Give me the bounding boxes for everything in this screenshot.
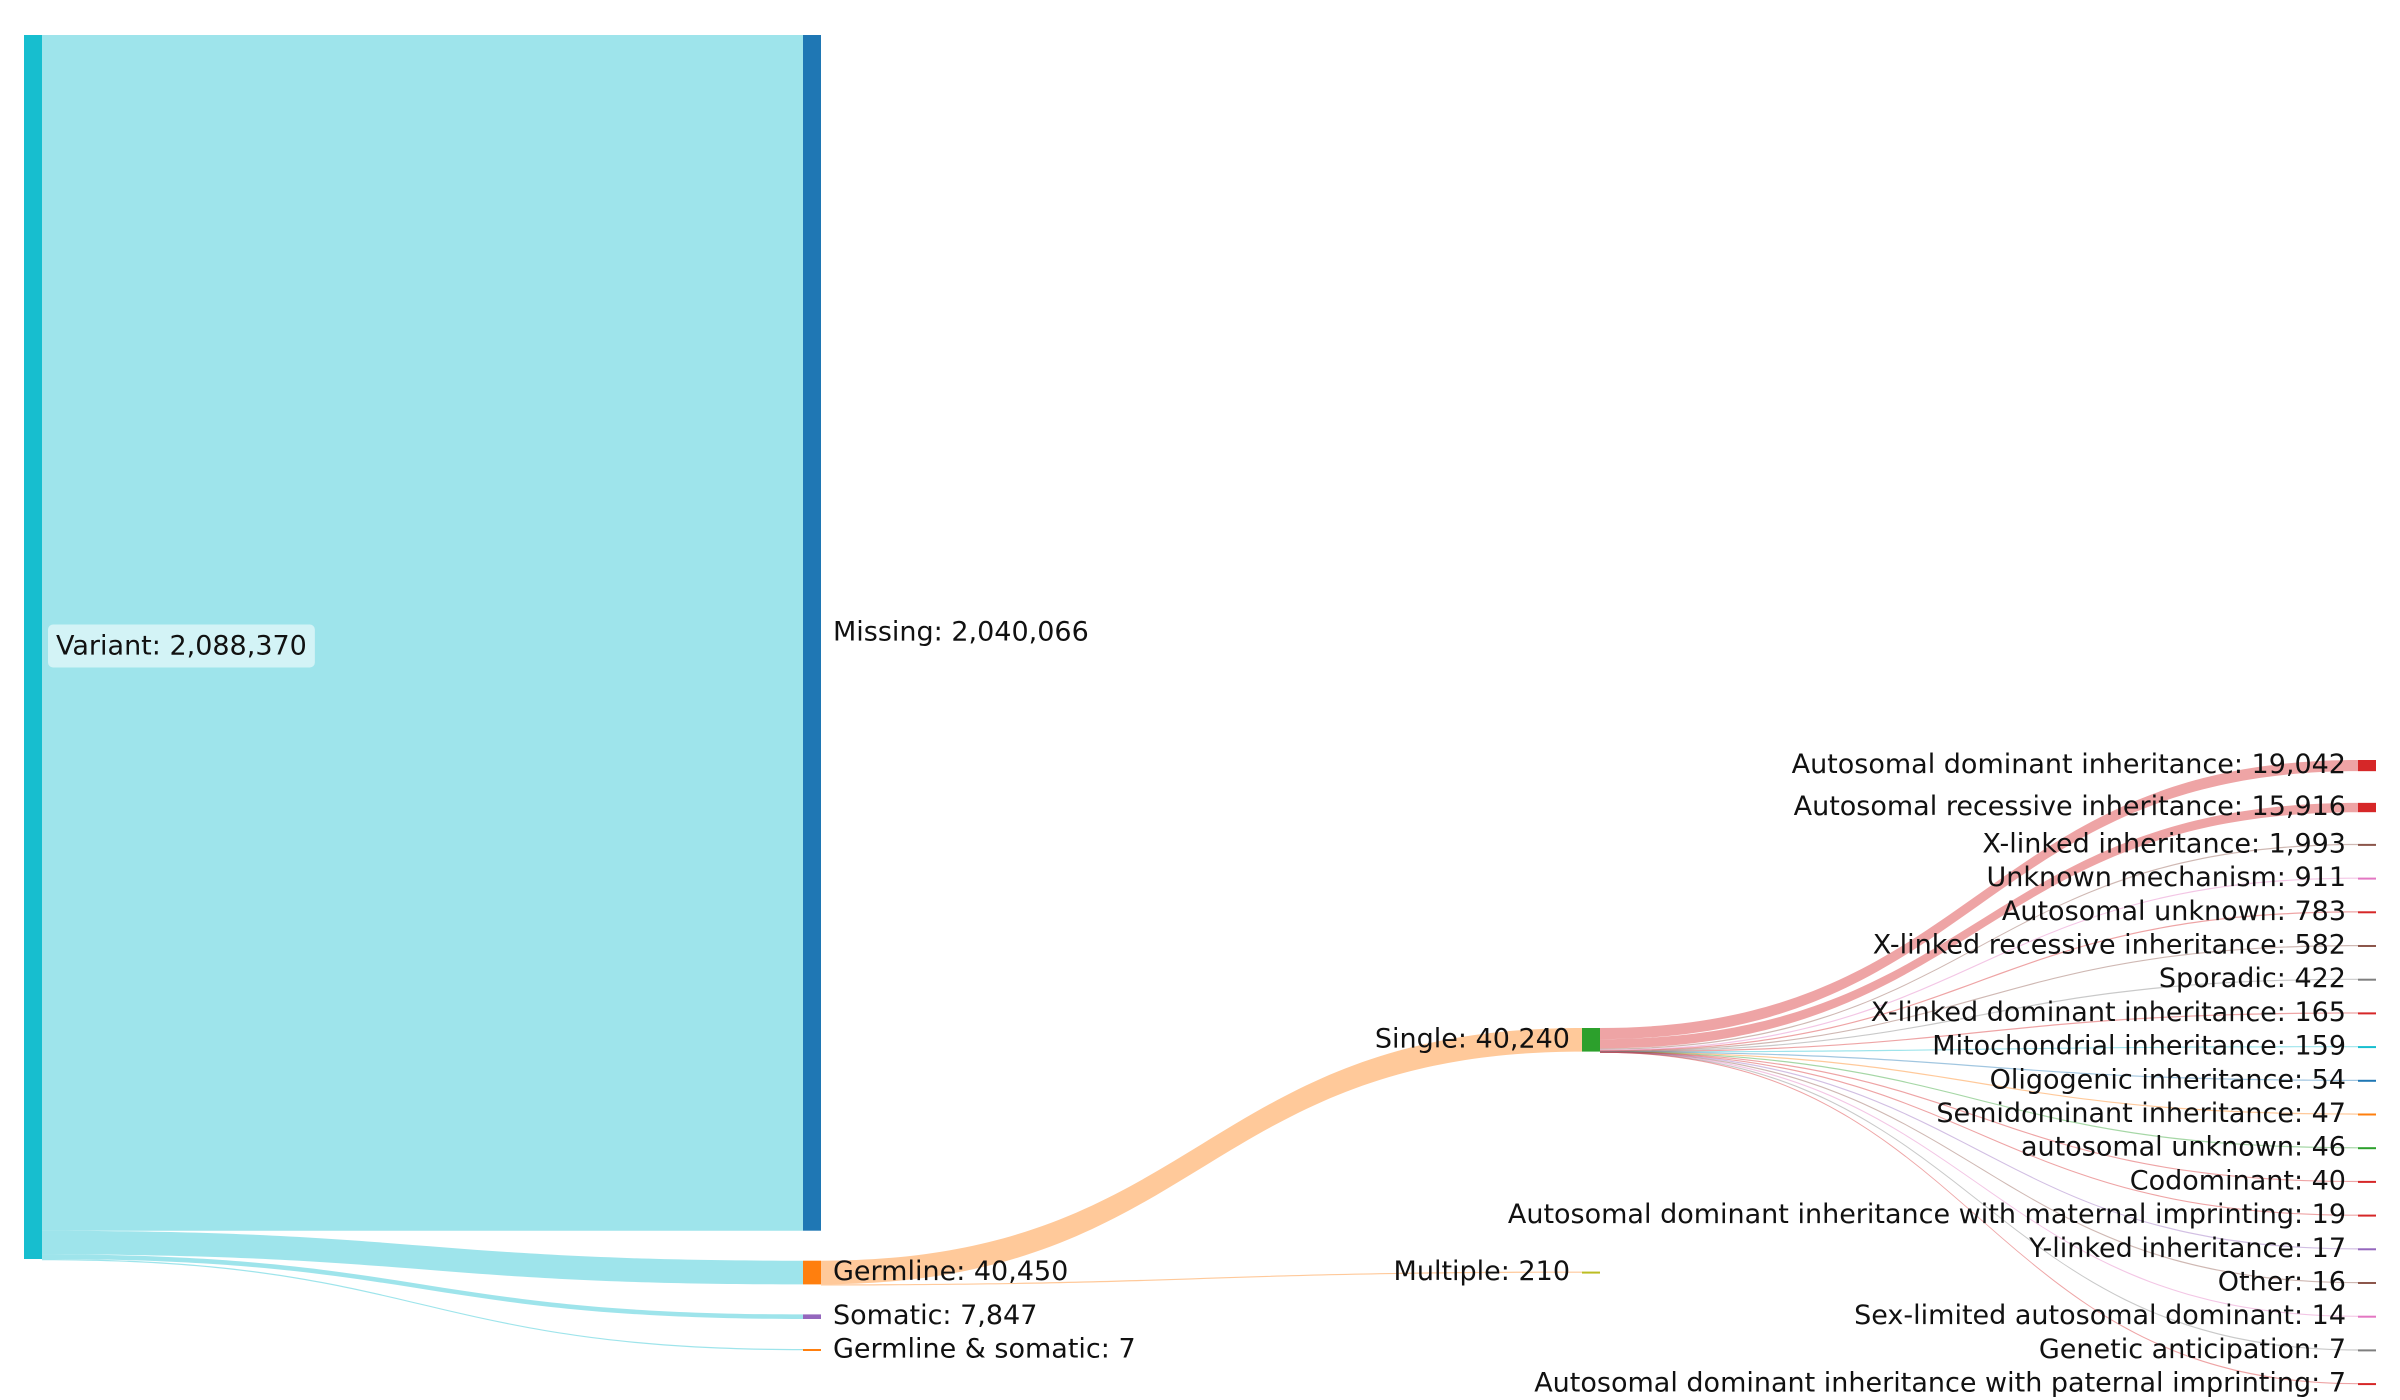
link	[42, 1254, 803, 1319]
node-label: Germline & somatic: 7	[833, 1333, 1136, 1364]
node-label: Semidominant inheritance: 47	[1936, 1098, 2346, 1129]
link	[1600, 978, 2358, 1053]
node	[2358, 911, 2376, 914]
node-label: Genetic anticipation: 7	[2039, 1334, 2346, 1365]
node-label: Oligogenic inheritance: 54	[1990, 1064, 2346, 1095]
link	[1600, 877, 2358, 1051]
node	[2358, 1147, 2376, 1150]
node	[2358, 1046, 2376, 1049]
node	[2358, 978, 2376, 981]
link	[1600, 1051, 2358, 1115]
node	[2358, 1281, 2376, 1284]
node-label: Mitochondrial inheritance: 159	[1932, 1031, 2346, 1062]
node-label: Unknown mechanism: 911	[1986, 862, 2346, 893]
node	[2358, 944, 2376, 947]
link	[1600, 1051, 2358, 1081]
link	[1600, 843, 2358, 1050]
node-label: X-linked inheritance: 1,993	[1982, 828, 2346, 859]
node	[2358, 802, 2376, 813]
node	[2358, 1214, 2376, 1217]
node-label: Sporadic: 422	[2159, 963, 2346, 994]
node	[2358, 843, 2376, 846]
node-label: Autosomal dominant inheritance: 19,042	[1792, 749, 2346, 780]
link	[1600, 1012, 2358, 1053]
node-label: Other: 16	[2218, 1266, 2346, 1297]
node	[1582, 1028, 1600, 1052]
link	[1600, 1051, 2358, 1183]
node-label: Variant: 2,088,370	[56, 631, 307, 662]
node-label: autosomal unknown: 46	[2021, 1132, 2346, 1163]
link	[1600, 1046, 2358, 1053]
link	[42, 35, 803, 1231]
link	[821, 1271, 1582, 1286]
node-label: X-linked dominant inheritance: 165	[1871, 997, 2346, 1028]
link	[42, 1258, 803, 1351]
node	[803, 35, 821, 1231]
node	[2358, 1315, 2376, 1318]
link	[1600, 1051, 2358, 1216]
node	[2358, 1180, 2376, 1183]
node-label: Multiple: 210	[1394, 1256, 1570, 1287]
node	[803, 1348, 821, 1351]
node-label: Autosomal dominant inheritance with mate…	[1508, 1199, 2346, 1230]
link	[1600, 802, 2358, 1049]
node	[2358, 1349, 2376, 1352]
link	[1600, 760, 2358, 1040]
node-label: Codominant: 40	[2130, 1165, 2346, 1196]
node-label: Autosomal dominant inheritance with pate…	[1534, 1368, 2346, 1399]
node	[803, 1314, 821, 1319]
node	[2358, 1079, 2376, 1082]
node-label: Y-linked inheritance: 17	[2028, 1233, 2346, 1264]
node-label: Somatic: 7,847	[833, 1300, 1037, 1331]
node	[2358, 1012, 2376, 1015]
label-background	[48, 624, 315, 668]
link	[1600, 1051, 2358, 1385]
link	[1600, 911, 2358, 1052]
node-label: Single: 40,240	[1375, 1023, 1570, 1054]
node-label: X-linked recessive inheritance: 582	[1873, 929, 2346, 960]
node	[2358, 1248, 2376, 1251]
node	[2358, 877, 2376, 880]
link	[42, 1230, 803, 1285]
node	[2358, 1113, 2376, 1116]
node-label: Missing: 2,040,066	[833, 616, 1089, 647]
nodes	[24, 35, 2376, 1386]
link	[1600, 1051, 2358, 1149]
node	[1582, 1271, 1600, 1274]
link	[1600, 1051, 2358, 1250]
node	[2358, 760, 2376, 772]
link	[821, 1028, 1582, 1285]
links	[42, 35, 2358, 1385]
node-label: Autosomal unknown: 783	[2002, 896, 2346, 927]
node-label: Germline: 40,450	[833, 1256, 1068, 1287]
link	[1600, 1051, 2358, 1284]
node	[24, 35, 42, 1259]
labels: Variant: 2,088,370 Missing: 2,040,066 Germ…	[48, 616, 2346, 1399]
node	[803, 1260, 821, 1285]
node-label: Autosomal recessive inheritance: 15,916	[1794, 791, 2346, 822]
link	[1600, 1051, 2358, 1351]
node-label: Sex-limited autosomal dominant: 14	[1854, 1300, 2346, 1331]
link	[1600, 1051, 2358, 1317]
link	[1600, 944, 2358, 1052]
node	[2358, 1383, 2376, 1386]
